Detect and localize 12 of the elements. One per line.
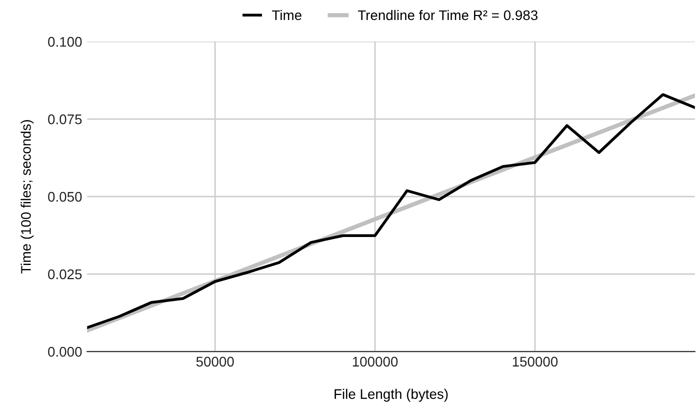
y-tick-label: 0.075: [48, 114, 82, 124]
x-axis-title: File Length (bytes): [334, 388, 448, 402]
legend-label: Time: [272, 10, 302, 20]
x-tick-label: 100000: [352, 356, 398, 367]
y-tick-label: 0.100: [48, 36, 82, 47]
x-tick-label: 50000: [196, 356, 234, 367]
y-tick-label: 0.000: [48, 346, 82, 357]
y-tick-label: 0.025: [48, 269, 82, 280]
legend-label: Trendline for Time R² = 0.983: [358, 10, 538, 20]
x-tick-label: 150000: [512, 356, 558, 367]
y-axis-title: Time (100 files; seconds): [20, 120, 34, 274]
y-tick-label: 0.050: [48, 192, 82, 202]
